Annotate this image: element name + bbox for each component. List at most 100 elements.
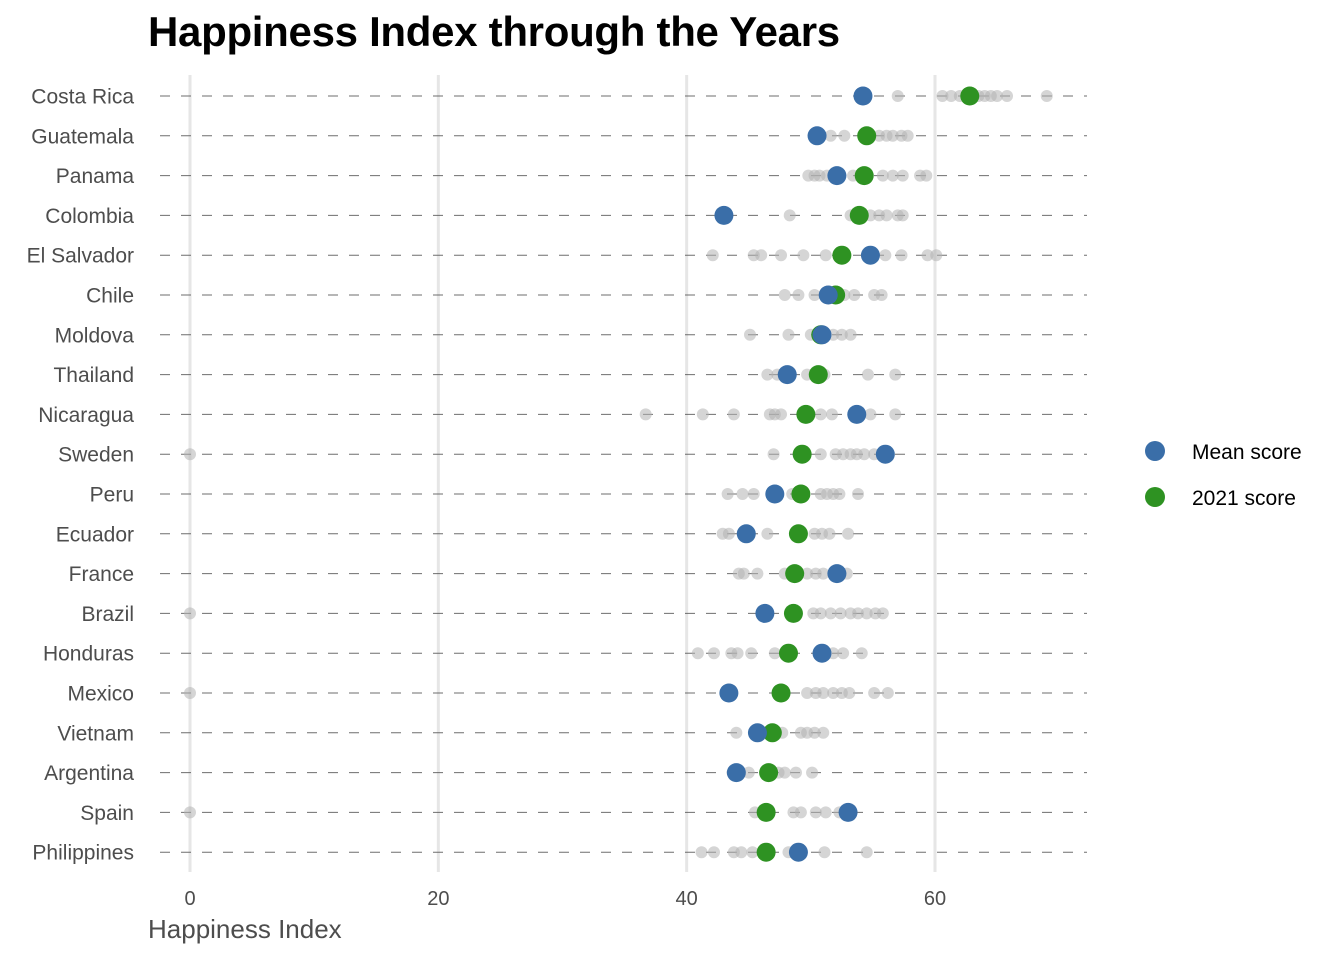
yearly-score-point <box>778 289 791 301</box>
yearly-score-point <box>886 129 899 142</box>
yearly-score-point <box>639 408 652 421</box>
score-2021-point <box>778 643 798 663</box>
mean-score-point <box>807 126 827 146</box>
score-2021-point <box>849 205 869 225</box>
country-row <box>160 564 1087 584</box>
y-tick-label: France <box>69 563 134 586</box>
yearly-score-point <box>808 726 821 739</box>
mean-score-point <box>777 365 797 385</box>
yearly-score-point <box>817 567 830 580</box>
score-2021-point <box>832 245 852 265</box>
y-tick-label: Chile <box>86 285 134 308</box>
yearly-score-point <box>727 408 740 421</box>
yearly-score-point <box>695 846 708 859</box>
mean-score-point <box>765 484 785 504</box>
x-axis-title: Happiness Index <box>148 914 342 944</box>
yearly-score-point <box>1040 90 1053 102</box>
yearly-score-point <box>879 249 892 262</box>
mean-score-point <box>812 643 832 663</box>
score-2021-point <box>788 524 808 544</box>
y-tick-label: Brazil <box>81 603 134 626</box>
mean-score-point <box>726 763 746 783</box>
yearly-score-point <box>876 607 889 620</box>
yearly-score-point <box>782 328 795 341</box>
yearly-score-point <box>751 567 764 580</box>
x-tick-label: 60 <box>924 888 946 910</box>
yearly-score-point <box>184 607 196 620</box>
mean-score-point <box>860 245 880 265</box>
yearly-score-point <box>731 647 744 660</box>
yearly-score-point <box>889 408 902 421</box>
yearly-score-point <box>868 687 881 699</box>
yearly-score-point <box>819 249 832 262</box>
yearly-score-point <box>818 846 831 859</box>
yearly-score-point <box>819 806 832 819</box>
yearly-score-point <box>707 846 720 859</box>
y-tick-label: Philippines <box>32 842 134 865</box>
score-2021-point <box>762 723 782 743</box>
yearly-score-point <box>945 90 958 102</box>
score-2021-point <box>783 603 803 623</box>
mean-score-point <box>719 683 739 703</box>
yearly-score-point <box>896 169 909 182</box>
country-row <box>160 126 1087 146</box>
country-row <box>160 285 1087 305</box>
mean-score-point <box>788 842 808 862</box>
mean-score-point <box>714 205 734 225</box>
yearly-score-point <box>801 687 814 699</box>
yearly-score-point <box>806 766 819 779</box>
yearly-score-point <box>921 249 934 262</box>
score-2021-point <box>756 802 776 822</box>
yearly-score-point <box>184 806 196 819</box>
yearly-score-point <box>755 249 768 262</box>
yearly-score-point <box>889 368 902 381</box>
yearly-score-point <box>834 607 847 620</box>
yearly-score-point <box>881 687 894 699</box>
yearly-score-point <box>824 129 837 142</box>
x-tick-label: 0 <box>184 888 195 910</box>
yearly-score-point <box>783 209 796 222</box>
score-2021-point <box>759 763 779 783</box>
yearly-score-point <box>809 806 822 819</box>
mean-score-point <box>847 404 867 424</box>
yearly-score-point <box>844 328 857 341</box>
yearly-score-point <box>814 408 827 421</box>
yearly-score-point <box>184 687 196 699</box>
yearly-score-point <box>876 169 889 182</box>
country-row <box>160 603 1087 623</box>
score-2021-point <box>857 126 877 146</box>
yearly-score-point <box>768 647 781 660</box>
legend: Mean score 2021 score <box>1145 441 1302 510</box>
y-tick-label: Honduras <box>43 643 134 666</box>
legend-dot-mean <box>1145 441 1165 461</box>
yearly-score-point <box>901 129 914 142</box>
x-tick-label: 40 <box>676 888 698 910</box>
y-tick-label: Nicaragua <box>38 404 134 427</box>
yearly-score-point <box>855 647 868 660</box>
mean-score-point <box>812 325 832 345</box>
yearly-score-point <box>838 129 851 142</box>
country-row <box>160 524 1087 544</box>
yearly-score-point <box>842 527 855 540</box>
yearly-score-point <box>775 249 788 262</box>
yearly-score-point <box>858 448 871 461</box>
yearly-score-point <box>814 448 827 461</box>
yearly-score-point <box>730 726 743 739</box>
yearly-score-point <box>991 90 1004 102</box>
mean-score-point <box>818 285 838 305</box>
yearly-score-point <box>817 726 830 739</box>
mean-score-point <box>827 166 847 186</box>
yearly-score-point <box>861 368 874 381</box>
yearly-score-point <box>696 408 709 421</box>
yearly-score-point <box>895 249 908 262</box>
yearly-score-point <box>920 169 933 182</box>
y-tick-label: El Salvador <box>27 245 134 268</box>
yearly-score-point <box>875 289 888 301</box>
y-axis-labels: Costa Rica Guatemala Panama Colombia El Salv… <box>27 86 135 865</box>
mean-score-point <box>747 723 767 743</box>
yearly-score-point <box>743 328 756 341</box>
yearly-score-point <box>792 289 805 301</box>
mean-score-point <box>875 444 895 464</box>
yearly-score-point <box>936 90 949 102</box>
yearly-score-point <box>835 328 848 341</box>
